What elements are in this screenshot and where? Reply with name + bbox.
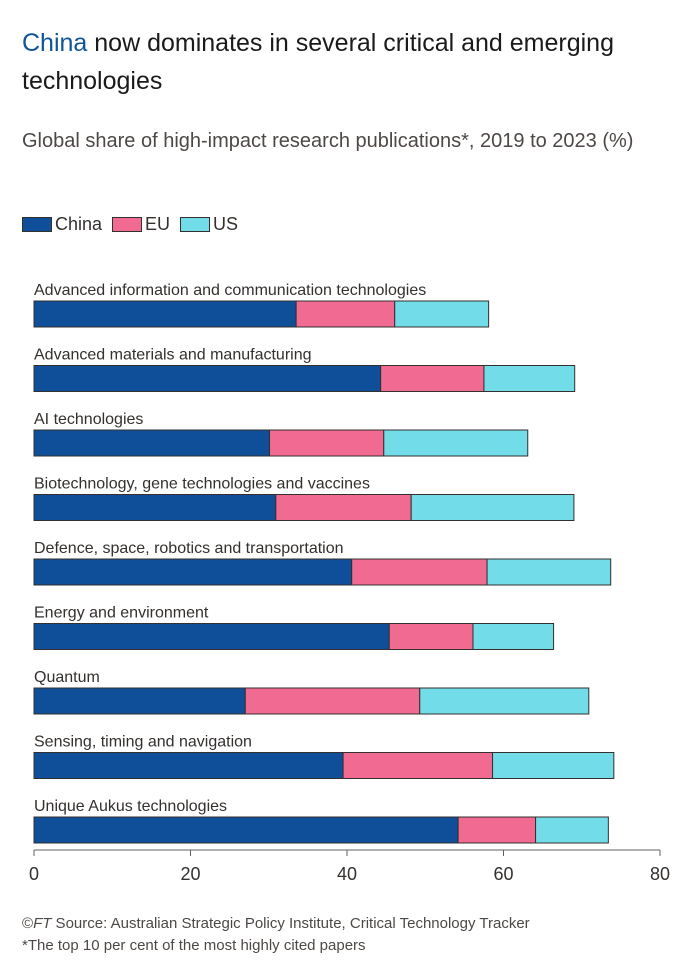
- legend-swatch-china: [22, 217, 52, 232]
- bar-eu: [380, 365, 485, 392]
- bar-us: [486, 558, 612, 586]
- category-label: AI technologies: [34, 411, 143, 428]
- category-label: Unique Aukus technologies: [34, 798, 227, 815]
- bar-china: [33, 365, 382, 392]
- bar-us: [483, 365, 576, 392]
- x-tick-label: 40: [337, 864, 357, 884]
- category-label: Biotechnology, gene technologies and vac…: [34, 476, 370, 493]
- legend-label-eu: EU: [145, 214, 171, 234]
- bar-eu: [342, 752, 494, 779]
- legend: China EU US: [22, 214, 248, 235]
- category-label: Advanced materials and manufacturing: [34, 347, 312, 364]
- bar-us: [419, 687, 590, 715]
- x-tick-label: 0: [29, 864, 39, 884]
- bar-china: [33, 494, 277, 521]
- title-highlight: China: [22, 29, 88, 57]
- bar-eu: [269, 429, 385, 457]
- bar-eu: [275, 494, 412, 521]
- bar-eu: [457, 816, 537, 844]
- copyright-symbol: ©: [22, 915, 34, 932]
- x-tick-label: 60: [493, 864, 513, 884]
- bar-china: [33, 623, 390, 650]
- bar-china: [33, 687, 246, 715]
- chart-subtitle: Global share of high-impact research pub…: [22, 130, 634, 152]
- bar-china: [33, 816, 459, 844]
- bar-eu: [244, 687, 421, 715]
- source-text: Source: Australian Strategic Policy Inst…: [51, 915, 530, 932]
- bar-china: [33, 429, 271, 457]
- category-label: Quantum: [34, 669, 100, 686]
- bar-eu: [295, 300, 396, 328]
- bar-china: [33, 752, 344, 779]
- legend-swatch-us: [180, 217, 211, 232]
- category-label: Sensing, timing and navigation: [34, 734, 252, 751]
- category-label: Advanced information and communication t…: [34, 282, 426, 299]
- legend-item-us: US: [180, 214, 238, 235]
- footnote: *The top 10 per cent of the most highly …: [22, 937, 366, 954]
- legend-label-us: US: [213, 214, 239, 234]
- category-label: Energy and environment: [34, 605, 209, 622]
- bar-us: [492, 752, 615, 779]
- source-line: ©FT Source: Australian Strategic Policy …: [22, 913, 530, 935]
- bar-us: [394, 300, 490, 328]
- bar-us: [410, 494, 575, 521]
- x-tick-label: 80: [650, 864, 670, 884]
- bar-us: [472, 623, 555, 650]
- category-label: Defence, space, robotics and transportat…: [34, 540, 344, 557]
- x-tick-label: 20: [180, 864, 200, 884]
- footer: ©FT Source: Australian Strategic Policy …: [22, 913, 530, 957]
- bar-us: [383, 429, 529, 457]
- legend-label-china: China: [55, 214, 103, 234]
- legend-swatch-eu: [112, 217, 143, 232]
- bar-china: [33, 558, 353, 586]
- legend-item-eu: EU: [112, 214, 170, 235]
- bar-eu: [388, 623, 474, 650]
- title-rest: now dominates in several critical and em…: [22, 29, 614, 95]
- chart-title: China now dominates in several critical …: [22, 24, 672, 100]
- bar-china: [33, 300, 297, 328]
- bar-eu: [351, 558, 488, 586]
- ft-brand: FT: [33, 915, 52, 932]
- stacked-bar-chart: Advanced information and communication t…: [29, 282, 670, 884]
- legend-item-china: China: [22, 214, 102, 235]
- bar-us: [535, 816, 609, 844]
